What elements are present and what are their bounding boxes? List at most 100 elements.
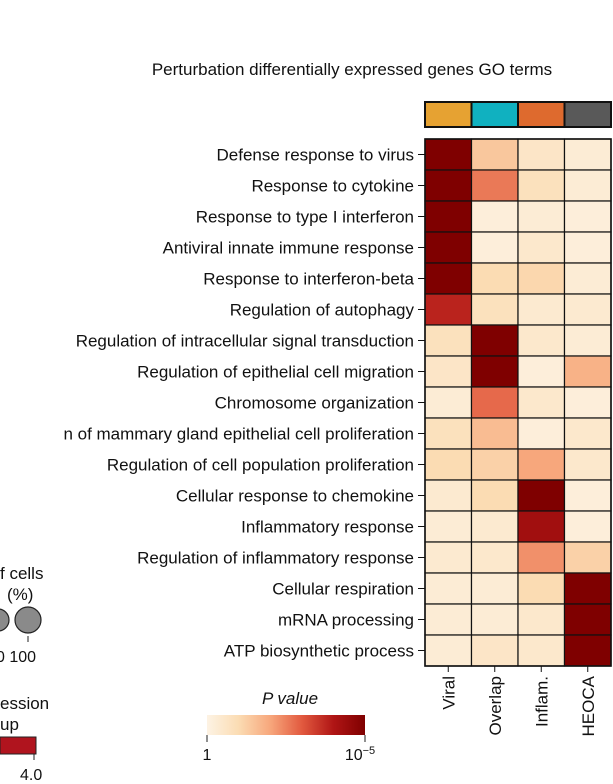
column-header-bar-inflam <box>517 101 566 128</box>
heatmap-cell <box>563 417 612 450</box>
row-label: Inflammatory response <box>241 518 414 537</box>
heatmap-cell <box>563 169 612 202</box>
row-label: Response to type I interferon <box>196 208 414 227</box>
column-label-heoca: HEOCA <box>579 675 598 736</box>
heatmap-cell <box>563 355 612 388</box>
heatmap-cell <box>517 510 566 543</box>
expression-colorbar-tick-label: 4.0 <box>20 767 42 784</box>
expression-colorbar <box>0 736 37 755</box>
column-header-bar-viral <box>424 101 473 128</box>
pvalue-colorbar-min-label: 1 <box>203 747 212 764</box>
heatmap-cell <box>470 603 519 636</box>
cells-legend-tick-label: 0 100 <box>0 649 36 666</box>
heatmap-cell <box>563 479 612 512</box>
heatmap-cell <box>470 572 519 605</box>
heatmap-cell <box>563 200 612 233</box>
expression-legend: ession up 4.0 <box>0 694 49 784</box>
pvalue-colorbar <box>207 715 365 735</box>
expression-legend-title-line1: ession <box>0 694 49 713</box>
row-label: Chromosome organization <box>215 394 414 413</box>
heatmap-cell <box>424 169 473 202</box>
heatmap-cell <box>424 479 473 512</box>
heatmap-cells <box>424 138 612 667</box>
heatmap-cell <box>563 138 612 171</box>
cells-legend-title-line2: (%) <box>7 585 33 604</box>
expression-legend-title-line2: up <box>0 715 19 734</box>
row-label: Response to interferon-beta <box>203 270 414 289</box>
heatmap-cell <box>470 293 519 326</box>
heatmap-cell <box>517 262 566 295</box>
heatmap-cell <box>517 386 566 419</box>
heatmap-cell <box>517 448 566 481</box>
row-label: Regulation of intracellular signal trans… <box>76 332 414 351</box>
heatmap-cell <box>517 169 566 202</box>
heatmap-cell <box>470 634 519 667</box>
heatmap-cell <box>563 324 612 357</box>
cells-legend-title-line1: f cells <box>0 564 43 583</box>
column-label-overlap: Overlap <box>486 676 505 736</box>
column-labels: Viral Overlap Inflam. HEOCA <box>439 666 598 736</box>
heatmap-cell <box>470 231 519 264</box>
row-label: Regulation of inflammatory response <box>137 549 414 568</box>
heatmap-cell <box>563 231 612 264</box>
heatmap-cell <box>563 541 612 574</box>
row-label: Response to cytokine <box>251 177 414 196</box>
heatmap-cell <box>424 200 473 233</box>
heatmap-cell <box>424 417 473 450</box>
heatmap-cell <box>517 572 566 605</box>
heatmap-cell <box>517 231 566 264</box>
cells-legend-large-dot <box>14 606 42 634</box>
heatmap-cell <box>517 138 566 171</box>
heatmap-cell <box>470 448 519 481</box>
pvalue-colorbar-max-label: 10−5 <box>345 745 375 764</box>
row-labels: Defense response to virus Response to cyt… <box>63 146 425 661</box>
heatmap-cell <box>424 603 473 636</box>
heatmap-cell <box>424 138 473 171</box>
heatmap-cell <box>424 448 473 481</box>
heatmap-cell <box>470 262 519 295</box>
heatmap-cell <box>470 386 519 419</box>
column-label-inflam: Inflam. <box>532 676 551 727</box>
heatmap-cell <box>563 293 612 326</box>
heatmap-cell <box>563 386 612 419</box>
heatmap-cell <box>424 386 473 419</box>
row-label: n of mammary gland epithelial cell proli… <box>63 425 414 444</box>
heatmap-cell <box>563 262 612 295</box>
row-label: mRNA processing <box>278 611 414 630</box>
heatmap-cell <box>424 634 473 667</box>
heatmap-cell <box>563 634 612 667</box>
heatmap-cell <box>517 603 566 636</box>
row-label: Regulation of autophagy <box>230 301 415 320</box>
pvalue-colorbar-legend: P value 1 10−5 <box>203 689 376 764</box>
heatmap-cell <box>470 417 519 450</box>
heatmap-cell <box>517 479 566 512</box>
heatmap-cell <box>424 231 473 264</box>
heatmap-cell <box>470 138 519 171</box>
pvalue-colorbar-title: P value <box>262 689 318 708</box>
row-label: Cellular response to chemokine <box>176 487 414 506</box>
heatmap-cell <box>563 510 612 543</box>
heatmap-cell <box>563 603 612 636</box>
heatmap-cell <box>470 510 519 543</box>
heatmap-cell <box>517 634 566 667</box>
heatmap-cell <box>424 324 473 357</box>
column-header-bars <box>424 101 612 128</box>
heatmap-cell <box>470 479 519 512</box>
heatmap-cell <box>470 169 519 202</box>
heatmap-cell <box>563 448 612 481</box>
chart-title: Perturbation differentially expressed ge… <box>152 60 552 79</box>
row-label: Cellular respiration <box>272 580 414 599</box>
heatmap-cell <box>470 200 519 233</box>
heatmap-cell <box>470 541 519 574</box>
heatmap-cell <box>424 572 473 605</box>
heatmap-cell <box>424 510 473 543</box>
heatmap-cell <box>563 572 612 605</box>
heatmap-cell <box>517 355 566 388</box>
column-header-bar-overlap <box>470 101 519 128</box>
row-label: Antiviral innate immune response <box>163 239 414 258</box>
heatmap-cell <box>470 355 519 388</box>
heatmap-cell <box>517 541 566 574</box>
cells-legend-small-dot <box>0 608 10 632</box>
heatmap-cell <box>517 417 566 450</box>
